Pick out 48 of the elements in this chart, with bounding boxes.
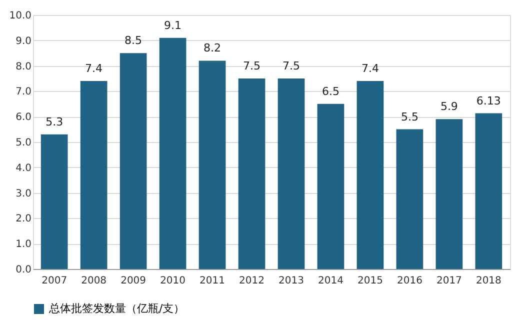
data-label: 8.2 (204, 42, 222, 55)
legend-label: 总体批签发数量（亿瓶/支） (48, 302, 185, 315)
data-label: 7.5 (282, 60, 300, 72)
bar (396, 129, 424, 269)
x-tick-label: 2014 (318, 276, 344, 286)
y-tick-label: 0.0 (16, 264, 32, 276)
y-tick-label: 2.0 (16, 214, 32, 225)
data-label: 6.5 (322, 84, 340, 98)
data-label: 5.3 (46, 115, 64, 128)
y-tick-label: 6.0 (16, 112, 32, 124)
x-tick-label: 2013 (278, 276, 304, 286)
data-label: 7.4 (361, 62, 379, 76)
x-tick-label: 2016 (396, 276, 422, 286)
x-tick-label: 2008 (81, 276, 107, 286)
y-tick-label: 8.0 (16, 61, 32, 72)
y-tick-label: 4.0 (16, 162, 32, 174)
x-tick-label: 2015 (357, 276, 383, 286)
x-tick-label: 2018 (476, 276, 502, 286)
bar (159, 38, 186, 269)
bar (120, 53, 147, 269)
x-tick-label: 2017 (436, 276, 462, 286)
bar (40, 134, 68, 269)
bar (80, 81, 108, 269)
bar (278, 78, 305, 269)
data-label: 5.5 (400, 110, 418, 124)
x-tick-label: 2010 (160, 276, 186, 286)
data-label: 5.9 (440, 100, 458, 114)
y-tick-label: 9.0 (16, 36, 32, 47)
y-tick-label: 1.0 (16, 239, 32, 250)
bar (317, 104, 344, 269)
x-tick-label: 2007 (42, 276, 68, 286)
y-tick-label: 5.0 (16, 138, 32, 148)
bar (436, 119, 463, 269)
bar (356, 81, 384, 269)
data-label: 6.13 (476, 94, 501, 108)
bar (198, 60, 226, 269)
y-tick-label: 7.0 (16, 86, 32, 98)
x-tick-label: 2012 (239, 276, 264, 286)
bar (238, 78, 266, 269)
x-tick-label: 2009 (120, 276, 146, 286)
data-label: 7.4 (85, 62, 103, 76)
y-tick-label: 10.0 (9, 10, 32, 22)
bar (475, 113, 502, 269)
y-tick-label: 3.0 (16, 188, 32, 200)
data-label: 9.1 (164, 18, 182, 32)
data-label: 8.5 (124, 34, 142, 48)
x-tick-label: 2011 (200, 276, 225, 286)
data-label: 7.5 (243, 60, 261, 72)
